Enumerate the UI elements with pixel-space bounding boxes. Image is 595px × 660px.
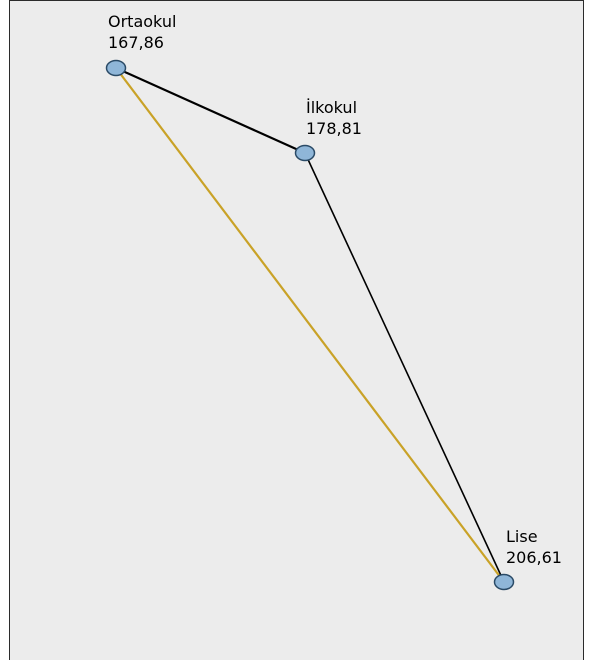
- node-name-ortaokul: Ortaokul: [108, 12, 176, 31]
- edge-ortaokul-lise: [115, 67, 505, 583]
- edge-ilkokul-lise: [304, 152, 505, 583]
- node-marker-ortaokul: [105, 59, 127, 77]
- node-value-ortaokul: 167,86: [108, 33, 164, 52]
- node-value-lise: 206,61: [506, 548, 562, 567]
- pairwise-comparison-diagram: Ortaokul 167,86 İlkokul 178,81 Lise 206,…: [105, 12, 562, 591]
- node-ilkokul[interactable]: İlkokul 178,81: [294, 98, 362, 162]
- node-marker-ilkokul: [294, 144, 316, 162]
- node-marker-lise: [493, 573, 515, 591]
- edge-ortaokul-ilkokul: [115, 66, 306, 155]
- diagram-frame: [9, 0, 584, 660]
- node-ortaokul[interactable]: Ortaokul 167,86: [105, 12, 177, 77]
- node-lise[interactable]: Lise 206,61: [493, 527, 562, 591]
- node-value-ilkokul: 178,81: [306, 119, 362, 138]
- node-name-lise: Lise: [506, 527, 538, 546]
- node-name-ilkokul: İlkokul: [306, 98, 357, 117]
